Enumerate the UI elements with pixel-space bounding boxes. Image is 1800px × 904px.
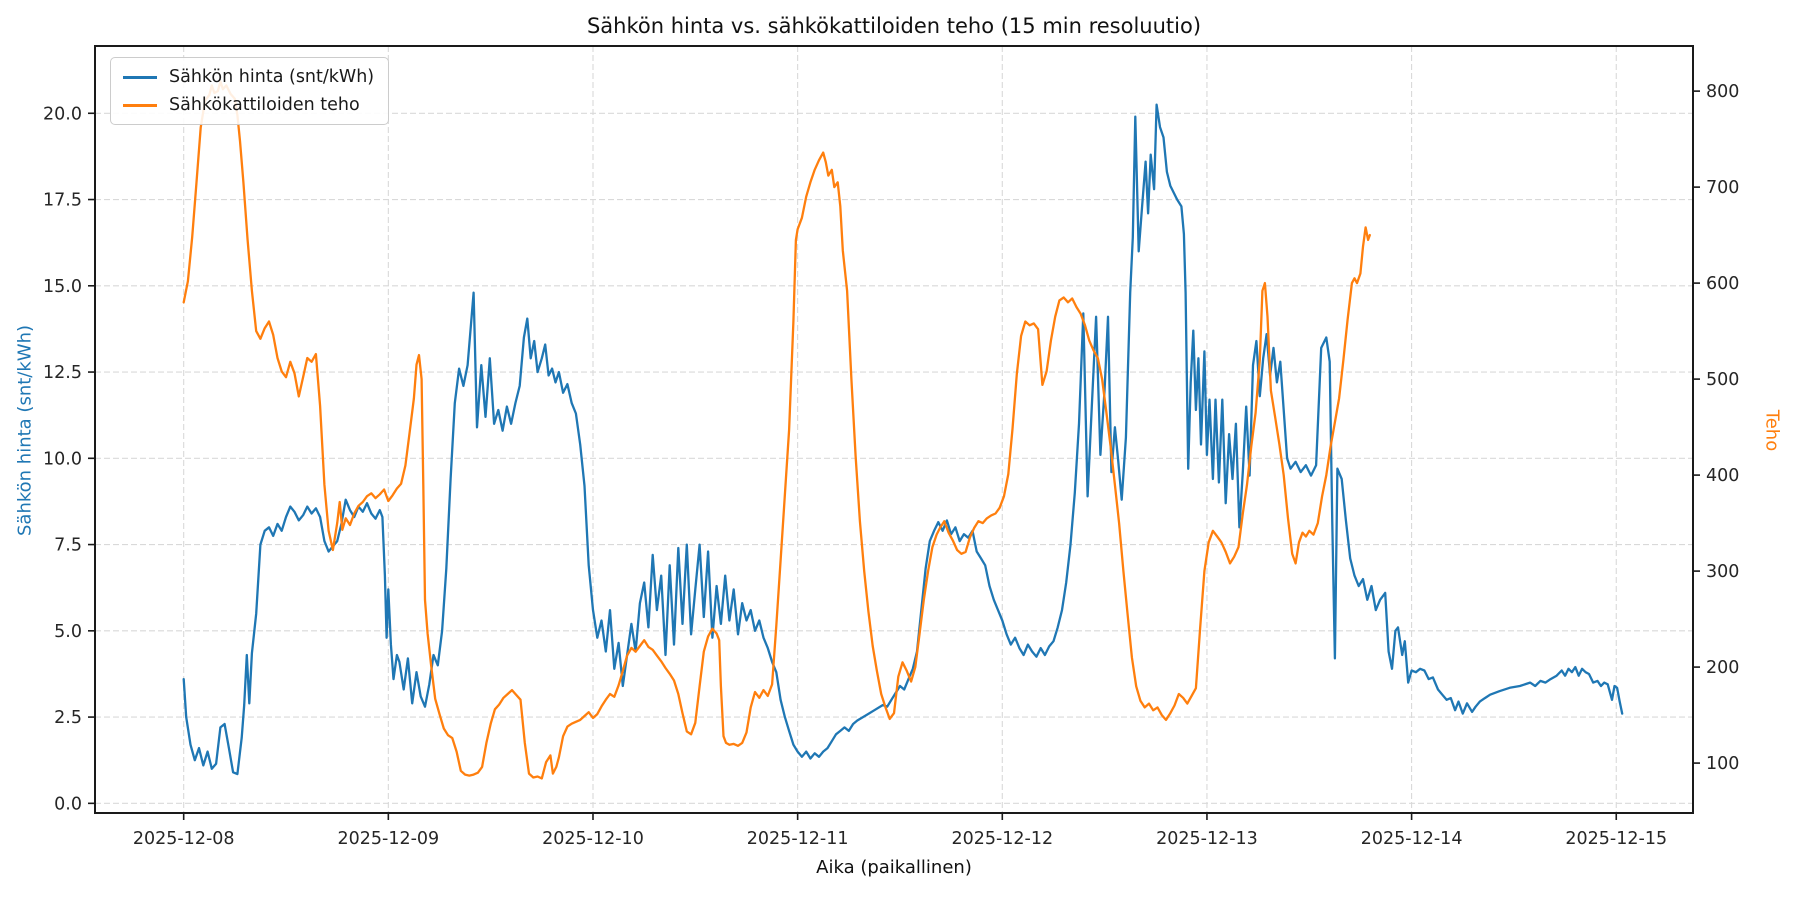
y-axis-label-right: Teho bbox=[1761, 409, 1783, 452]
x-tick-label: 2025-12-11 bbox=[747, 829, 849, 849]
legend-line-sample-power bbox=[123, 103, 157, 107]
y-right-tick-label: 800 bbox=[1706, 82, 1739, 102]
y-right-tick-label: 500 bbox=[1706, 370, 1739, 390]
x-tick-label: 2025-12-13 bbox=[1156, 829, 1258, 849]
x-axis-label: Aika (paikallinen) bbox=[816, 857, 972, 878]
data-series bbox=[182, 80, 1624, 780]
y-left-tick-label: 15.0 bbox=[43, 277, 82, 297]
chart-title: Sähkön hinta vs. sähkökattiloiden teho (… bbox=[586, 14, 1202, 38]
legend-line-sample-price bbox=[123, 75, 157, 79]
y-left-tick-label: 2.5 bbox=[54, 708, 82, 728]
x-tick-label: 2025-12-15 bbox=[1565, 829, 1667, 849]
plot-frame bbox=[94, 45, 1694, 814]
y-right-tick-label: 400 bbox=[1706, 466, 1739, 486]
x-tick-label: 2025-12-08 bbox=[133, 829, 235, 849]
axes-spines bbox=[94, 45, 1694, 814]
y-right-tick-label: 200 bbox=[1706, 658, 1739, 678]
y-right-tick-label: 100 bbox=[1706, 754, 1739, 774]
y-right-tick-label: 600 bbox=[1706, 274, 1739, 294]
y-axis-label-left: Sähkön hinta (snt/kWh) bbox=[14, 325, 36, 536]
y-left-tick-label: 0.0 bbox=[54, 794, 82, 814]
y-left-tick-label: 5.0 bbox=[54, 622, 82, 642]
legend: Sähkön hinta (snt/kWh) Sähkökattiloiden … bbox=[110, 57, 390, 125]
legend-item-power: Sähkökattiloiden teho bbox=[123, 95, 374, 115]
legend-label-price: Sähkön hinta (snt/kWh) bbox=[169, 67, 375, 87]
y-left-tick-label: 20.0 bbox=[43, 104, 82, 124]
y-right-tick-label: 300 bbox=[1706, 562, 1739, 582]
legend-label-power: Sähkökattiloiden teho bbox=[169, 95, 360, 115]
x-tick-label: 2025-12-09 bbox=[337, 829, 439, 849]
y-left-tick-label: 12.5 bbox=[43, 363, 82, 383]
x-tick-label: 2025-12-12 bbox=[951, 829, 1053, 849]
y-left-tick-label: 10.0 bbox=[43, 449, 82, 469]
grid-lines bbox=[95, 46, 1693, 813]
axis-ticks: 2025-12-08 2025-12-09 2025-12-10 2025-12-11… bbox=[43, 82, 1739, 849]
power-line bbox=[182, 80, 1371, 780]
y-right-tick-label: 700 bbox=[1706, 178, 1739, 198]
y-left-tick-label: 17.5 bbox=[43, 191, 82, 211]
legend-item-price: Sähkön hinta (snt/kWh) bbox=[123, 67, 374, 87]
x-tick-label: 2025-12-10 bbox=[542, 829, 644, 849]
y-left-tick-label: 7.5 bbox=[54, 536, 82, 556]
price-line bbox=[182, 103, 1624, 776]
x-tick-label: 2025-12-14 bbox=[1361, 829, 1463, 849]
